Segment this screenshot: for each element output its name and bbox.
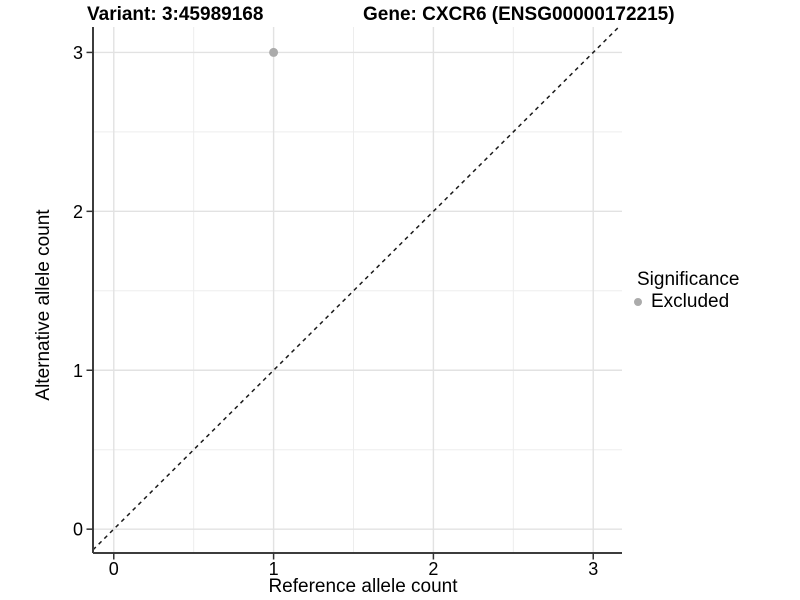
x-tick-label: 3 <box>588 559 598 579</box>
identity-line <box>92 26 620 551</box>
gene-title: Gene: CXCR6 (ENSG00000172215) <box>363 4 675 25</box>
x-tick-label: 1 <box>269 559 279 579</box>
legend-item-label: Excluded <box>651 291 730 312</box>
y-tick-label: 1 <box>73 361 83 381</box>
y-tick-label: 0 <box>73 520 83 540</box>
y-axis-title: Alternative allele count <box>33 209 54 401</box>
legend-title: Significance <box>637 269 740 290</box>
variant-title: Variant: 3:45989168 <box>87 4 264 25</box>
data-point <box>269 47 279 57</box>
x-tick-label: 0 <box>109 559 119 579</box>
legend: Significance Excluded <box>631 269 739 313</box>
y-tick-label: 2 <box>73 202 83 222</box>
x-tick-label: 2 <box>428 559 438 579</box>
legend-item-excluded: Excluded <box>631 291 739 313</box>
excluded-point-icon <box>634 298 642 306</box>
y-tick-label: 3 <box>73 43 83 63</box>
x-axis-title: Reference allele count <box>268 576 458 597</box>
